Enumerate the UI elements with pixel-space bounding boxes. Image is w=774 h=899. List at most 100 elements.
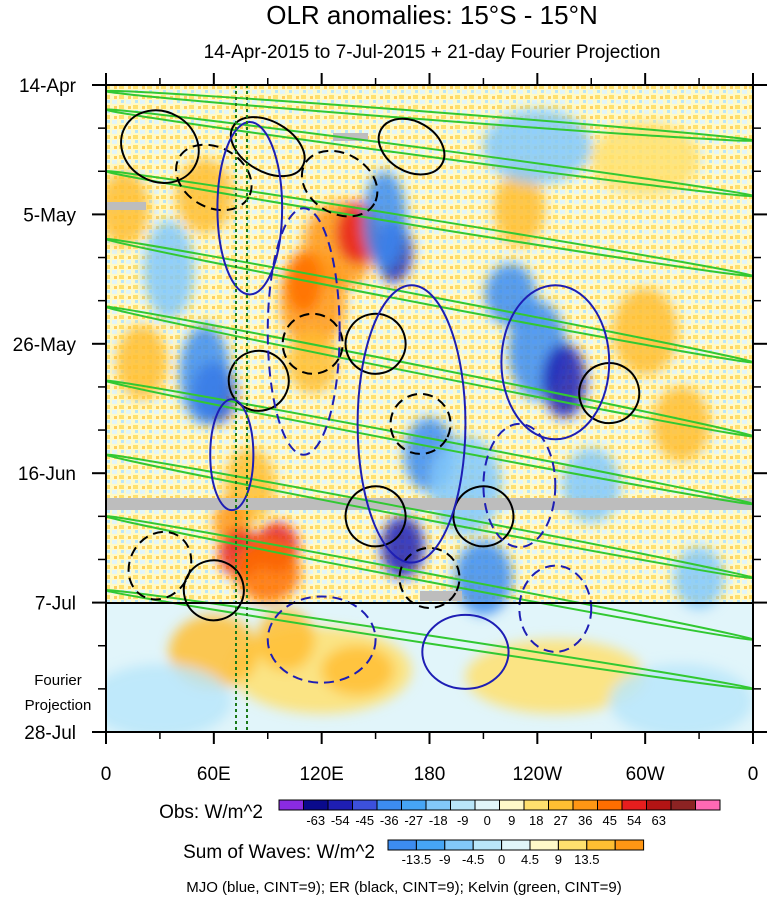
missing-data-patch	[420, 591, 462, 601]
er-contour	[344, 312, 407, 375]
colorbar-swatch	[523, 799, 549, 811]
colorbar-tick-label: -45	[355, 813, 374, 828]
colorbar-tick-label: -9	[457, 813, 469, 828]
colorbar-swatch	[695, 799, 721, 811]
anomaly-blob	[176, 158, 234, 233]
colorbar-tick-label: 0	[498, 852, 505, 867]
er-contour	[182, 559, 245, 622]
colorbar-tick-label: 63	[652, 813, 666, 828]
anomaly-blob	[483, 109, 592, 184]
x-tick-label: 60W	[626, 764, 665, 785]
anomaly-blob	[454, 540, 513, 615]
colorbar-tick-label: 45	[603, 813, 617, 828]
missing-data-patch-2	[106, 202, 146, 210]
x-tick-label: 0	[101, 764, 112, 785]
projection-label-line2: Projection	[25, 697, 92, 714]
colorbar-swatch	[621, 799, 647, 811]
colorbar-tick-label: 27	[554, 813, 568, 828]
colorbar-swatch	[472, 839, 503, 851]
colorbar-swatch	[425, 799, 451, 811]
colorbar-swatch	[327, 799, 353, 811]
mjo-contour	[216, 120, 284, 296]
anomaly-blob	[542, 343, 586, 418]
colorbar-swatch	[597, 799, 623, 811]
wave-contours	[106, 89, 753, 691]
colorbar-tick-label: -4.5	[462, 852, 484, 867]
y-tick-label: 5-May	[23, 205, 76, 226]
colorbar-tick-label: 0	[484, 813, 491, 828]
colorbar-tick-label: -54	[331, 813, 350, 828]
x-tick-label: 0	[748, 764, 759, 785]
y-tick-label: 28-Jul	[24, 723, 76, 744]
x-tick-label: 180	[414, 764, 446, 785]
colorbar-tick-label: 9	[508, 813, 515, 828]
colorbar-tick-label: -9	[439, 852, 451, 867]
mjo-contour	[209, 398, 255, 512]
waves-colorbar-label: Sum of Waves: W/m^2	[183, 842, 375, 863]
colorbar-tick-label: 9	[555, 852, 562, 867]
obs-colorbar-label: Obs: W/m^2	[159, 802, 263, 823]
er-contour	[344, 485, 407, 548]
er-contour	[398, 546, 461, 609]
anomaly-blob	[494, 171, 545, 246]
y-tick-label: 7-Jul	[35, 594, 76, 615]
y-tick-label: 16-Jun	[18, 464, 76, 485]
anomaly-blob	[321, 645, 394, 696]
colorbar-tick-label: -27	[404, 813, 423, 828]
anomaly-blob	[143, 220, 195, 320]
colorbar-tick-label: -13.5	[402, 852, 432, 867]
mjo-contour	[482, 422, 557, 549]
colorbar-tick-label: 18	[529, 813, 543, 828]
colorbar-swatch	[278, 799, 304, 811]
colorbar-swatch	[387, 839, 417, 851]
colorbar-tick-label: 13.5	[574, 852, 599, 867]
anomaly-blob	[285, 251, 322, 313]
y-tick-label: 26-May	[13, 335, 77, 356]
colorbar-swatch	[614, 839, 645, 851]
mjo-contour	[500, 284, 611, 441]
chart-subtitle: 14-Apr-2015 to 7-Jul-2015 + 21-day Fouri…	[204, 42, 661, 63]
er-contour	[120, 109, 200, 184]
colorbar-tick-label: 54	[627, 813, 641, 828]
kelvin-contour	[106, 170, 753, 278]
colorbar-swatch	[444, 839, 474, 851]
chart-title: OLR anomalies: 15°S - 15°N	[266, 0, 598, 30]
projection-label-line1: Fourier	[34, 672, 82, 689]
colorbar-swatch	[572, 799, 598, 811]
plot-area	[106, 85, 753, 732]
er-contour	[377, 117, 446, 176]
colorbar-swatch	[529, 839, 559, 851]
colorbar-tick-label: -36	[380, 813, 399, 828]
x-tick-label: 120W	[513, 764, 563, 785]
er-contour	[389, 392, 452, 455]
anomaly-blob	[465, 639, 646, 714]
axes: 14-Apr 5-May 26-May 16-Jun 7-Jul 28-Jul 0 60E 12…	[13, 73, 767, 785]
waves-colorbar: -13.5 -9 -4.5 0 4.5 9 13.5	[387, 839, 645, 867]
colorbar-tick-label: 36	[578, 813, 592, 828]
anomaly-blob	[612, 288, 678, 375]
anomaly-blob	[179, 325, 231, 424]
colorbar-swatch	[499, 799, 525, 811]
kelvin-contour	[106, 589, 753, 691]
colorbar-swatch	[548, 799, 574, 811]
anomaly-blob	[429, 436, 502, 535]
anomaly-blob	[106, 664, 232, 732]
colorbar-swatch	[376, 799, 402, 811]
colorbar-tick-label: 4.5	[521, 852, 539, 867]
colorbar-swatch	[646, 799, 672, 811]
x-tick-label: 60E	[197, 764, 231, 785]
missing-data-patch-3	[333, 133, 368, 141]
colorbar-tick-label: -18	[429, 813, 448, 828]
colorbar-swatch	[586, 839, 616, 851]
mjo-contour	[356, 284, 467, 564]
colorbar-swatch	[303, 799, 329, 811]
er-contour	[300, 149, 379, 218]
anomaly-blob	[562, 448, 621, 523]
x-tick-label: 120E	[299, 764, 343, 785]
wave-legend: MJO (blue, CINT=9); ER (black, CINT=9); …	[186, 879, 622, 896]
er-contour	[281, 312, 344, 375]
anomaly-blob	[673, 547, 725, 609]
er-contour	[229, 116, 306, 178]
mjo-contour	[266, 595, 377, 684]
